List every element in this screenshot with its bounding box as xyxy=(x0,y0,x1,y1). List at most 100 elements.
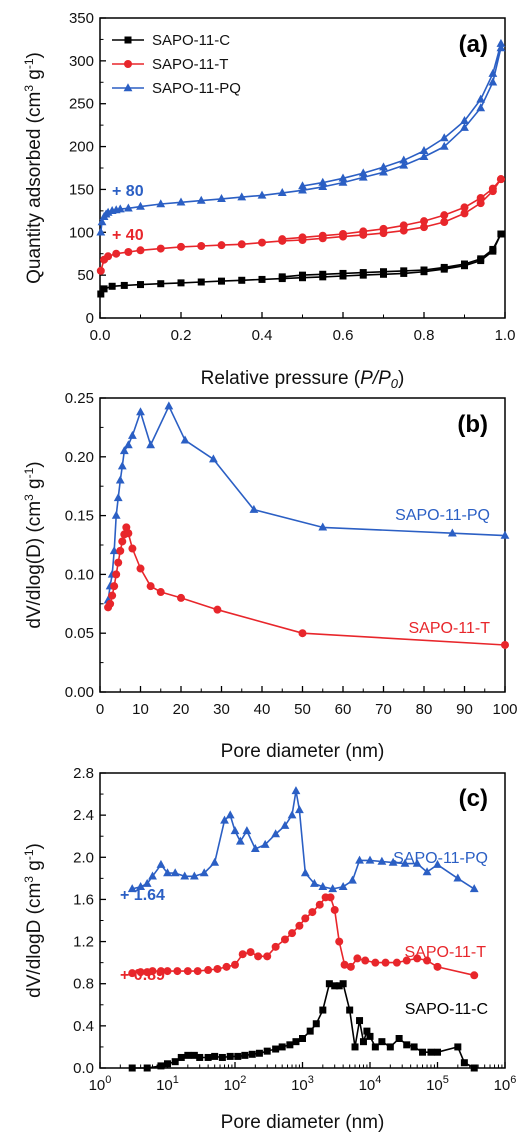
data-point xyxy=(123,203,133,212)
y-tick-label: 0.0 xyxy=(73,1060,94,1077)
data-point xyxy=(170,868,180,877)
data-point xyxy=(148,871,157,880)
x-tick-label: 90 xyxy=(456,701,473,718)
data-point xyxy=(124,248,133,256)
data-point xyxy=(258,238,266,247)
data-point xyxy=(338,881,348,890)
data-point xyxy=(242,826,252,835)
x-tick-label: 0.2 xyxy=(171,327,192,344)
data-point xyxy=(433,859,442,868)
data-point xyxy=(488,77,498,86)
data-point xyxy=(335,982,343,990)
data-point xyxy=(271,829,281,838)
data-point xyxy=(496,175,505,184)
data-point xyxy=(114,558,123,567)
data-point xyxy=(420,266,428,274)
y-tick-label: 2.0 xyxy=(73,849,94,866)
data-point xyxy=(301,914,310,923)
data-point xyxy=(146,440,156,449)
data-point xyxy=(295,921,304,930)
data-point xyxy=(419,146,429,155)
data-point xyxy=(106,599,115,608)
data-point xyxy=(128,544,137,553)
data-point xyxy=(249,504,259,513)
data-point xyxy=(100,285,108,293)
data-point xyxy=(113,493,123,502)
data-point xyxy=(420,217,428,226)
data-point xyxy=(319,1006,327,1014)
data-point xyxy=(410,1043,418,1051)
data-point xyxy=(318,881,328,890)
data-point xyxy=(128,969,137,978)
x-tick-label: 50 xyxy=(294,701,311,718)
data-point xyxy=(218,277,225,285)
chart-panel-1: 0 50 100 150 200 250 300 350 0.0 0.2 0.4 0.6 0.8 1.0 (… xyxy=(22,10,515,391)
data-point xyxy=(148,967,157,976)
data-point xyxy=(97,290,105,298)
data-point xyxy=(299,1035,306,1042)
data-point xyxy=(237,192,247,201)
data-point xyxy=(164,1060,171,1068)
series-label: SAPO-11-T xyxy=(409,620,491,637)
y-axis-label: Quantity adsorbed (cm3 g-1) xyxy=(22,52,45,284)
x-tick-label: 101 xyxy=(156,1074,179,1094)
data-point xyxy=(127,884,137,893)
y-tick-label: 0.00 xyxy=(65,684,94,701)
data-point xyxy=(358,172,368,181)
data-point xyxy=(156,244,165,253)
x-tick-label: 100 xyxy=(89,1074,112,1094)
data-point xyxy=(351,1043,359,1051)
x-tick-label: 10 xyxy=(132,701,149,718)
x-tick-label: 102 xyxy=(224,1074,247,1094)
plot-frame xyxy=(99,397,506,693)
x-tick-label: 104 xyxy=(359,1074,382,1094)
y-tick-label: 0.25 xyxy=(65,390,94,407)
data-point xyxy=(146,582,155,591)
series-sapo-11-t xyxy=(128,893,479,980)
data-point xyxy=(260,839,270,848)
data-point xyxy=(440,263,448,271)
y-axis-label: dV/dlog(D) (cm3 g-1) xyxy=(22,461,45,628)
x-tick-label: 100 xyxy=(492,701,517,718)
legend-marker xyxy=(124,60,132,68)
data-point xyxy=(136,564,145,573)
data-point xyxy=(197,242,206,250)
data-point xyxy=(157,1062,165,1070)
data-point xyxy=(204,966,213,975)
y-tick-label: 0.4 xyxy=(73,1018,94,1035)
data-point xyxy=(477,255,485,263)
series-sapo-11-pq xyxy=(96,38,506,236)
data-point xyxy=(190,1051,198,1059)
data-point xyxy=(453,873,463,882)
data-point xyxy=(363,1027,371,1035)
data-point xyxy=(271,942,280,951)
data-point xyxy=(196,195,206,204)
legend: SAPO-11-C SAPO-11-T SAPO-11-PQ xyxy=(112,32,241,97)
data-point xyxy=(280,820,290,829)
data-point xyxy=(434,1048,441,1056)
data-point xyxy=(157,280,165,288)
chart-panel-2: 0.00 0.05 0.10 0.15 0.20 0.25 0 10 20 30 40 50 60 70 8… xyxy=(22,390,518,762)
data-point xyxy=(460,203,469,212)
data-point xyxy=(402,956,411,965)
x-tick-label: 103 xyxy=(291,1074,314,1094)
data-point xyxy=(110,582,119,591)
data-point xyxy=(422,867,432,876)
data-point xyxy=(318,522,328,531)
data-point xyxy=(328,884,338,893)
data-point xyxy=(330,905,339,914)
data-point xyxy=(278,1043,286,1051)
data-point xyxy=(213,964,222,973)
data-point xyxy=(171,1058,179,1066)
data-point xyxy=(257,190,267,199)
data-point xyxy=(115,204,125,213)
data-point xyxy=(136,407,145,416)
offset-annotation: + 1.64 xyxy=(120,887,165,904)
y-axis-label: dV/dlogD (cm3 g-1) xyxy=(22,843,45,998)
series-label: SAPO-11-C xyxy=(405,1001,488,1018)
x-tick-label: 40 xyxy=(254,701,271,718)
x-tick-label: 70 xyxy=(375,701,392,718)
offset-annotation: + 80 xyxy=(112,183,144,200)
data-point xyxy=(287,810,297,819)
data-point xyxy=(111,510,121,519)
